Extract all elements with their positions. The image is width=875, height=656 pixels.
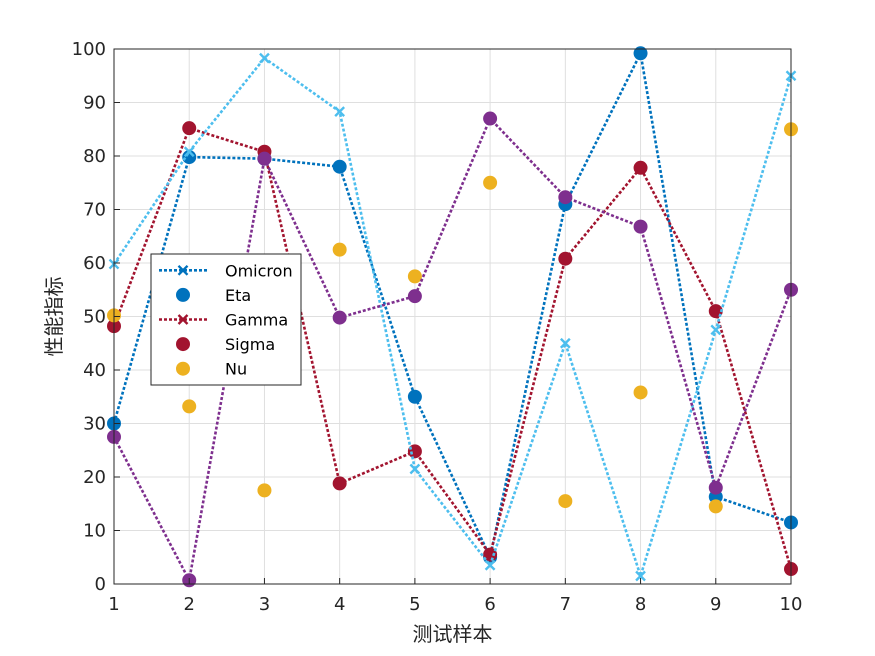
data-point [183, 146, 195, 158]
data-point [484, 559, 496, 571]
legend-marker [177, 264, 189, 276]
x-tick-label: 1 [108, 594, 119, 615]
data-point [558, 251, 573, 266]
data-point [332, 310, 347, 325]
data-point [332, 159, 347, 174]
marker-stroke [484, 559, 496, 571]
y-tick-label: 30 [83, 414, 106, 435]
legend-label: Omicron [225, 261, 293, 280]
data-point [332, 476, 347, 491]
x-tick-label: 6 [484, 594, 495, 615]
data-point [407, 289, 422, 304]
data-point [409, 463, 421, 475]
marker-stroke [409, 463, 421, 475]
x-tick-label: 10 [780, 594, 803, 615]
x-axis-ticks: 1 2 3 4 5 6 7 8 9 10 [108, 578, 802, 615]
marker-stroke [177, 264, 189, 276]
series-line [112, 126, 793, 570]
series-line [112, 51, 792, 559]
x-tick-label: 4 [334, 594, 345, 615]
marker-stroke [177, 314, 189, 325]
legend-marker [176, 287, 190, 302]
data-point [558, 190, 573, 205]
data-point [407, 389, 422, 404]
data-point [708, 499, 723, 514]
legend-marker [176, 361, 190, 376]
data-point [559, 337, 571, 349]
data-point [257, 151, 272, 166]
y-tick-label: 70 [83, 200, 106, 221]
data-point [483, 175, 498, 190]
x-tick-label: 5 [409, 594, 420, 615]
legend-label: Eta [225, 286, 251, 305]
legend-item-gamma: Gamma [159, 311, 288, 330]
series-sigma [107, 121, 798, 577]
y-tick-label: 0 [95, 574, 106, 595]
legend-label: Nu [225, 360, 247, 379]
data-point [635, 570, 646, 582]
legend-item-sigma: Sigma [176, 335, 275, 354]
data-point [558, 494, 573, 509]
marker-stroke [259, 52, 270, 64]
legend-item-eta: Eta [176, 286, 251, 305]
data-point [407, 269, 422, 284]
legend-marker [176, 337, 190, 352]
marker-stroke [635, 570, 646, 582]
legend-label: Sigma [225, 335, 275, 354]
y-axis-ticks: 0 10 20 30 40 50 60 70 80 90 100 [72, 39, 120, 595]
data-point [633, 385, 648, 400]
x-axis-label: 测试样本 [413, 622, 493, 646]
data-point [633, 160, 648, 175]
x-tick-label: 8 [635, 594, 646, 615]
legend-item-omicron: Omicron [159, 261, 293, 280]
marker-stroke [559, 337, 571, 349]
y-tick-label: 40 [83, 360, 106, 381]
legend-marker [177, 314, 189, 325]
data-point [710, 324, 722, 336]
y-tick-label: 20 [83, 467, 106, 488]
y-tick-label: 60 [83, 253, 106, 274]
marker-stroke [710, 324, 722, 336]
y-tick-label: 80 [83, 146, 106, 167]
y-tick-label: 90 [83, 93, 106, 114]
series-layer [107, 46, 798, 588]
data-point [633, 46, 648, 61]
data-point [332, 242, 347, 257]
x-tick-label: 2 [183, 594, 194, 615]
legend: Omicron Eta Gamma Sigma Nu [150, 253, 302, 386]
data-point [259, 52, 270, 64]
x-tick-label: 9 [710, 594, 721, 615]
legend-label: Gamma [225, 311, 288, 330]
data-point [182, 121, 197, 136]
series-line [112, 56, 793, 578]
data-point [633, 219, 648, 234]
y-axis-label: 性能指标 [42, 277, 66, 357]
x-tick-label: 3 [259, 594, 270, 615]
y-tick-label: 100 [72, 39, 106, 60]
data-point [257, 483, 272, 498]
x-tick-label: 7 [560, 594, 571, 615]
y-tick-label: 10 [83, 521, 106, 542]
series-nu [107, 122, 798, 514]
data-point [708, 480, 723, 495]
data-point [483, 547, 498, 562]
data-point [182, 399, 197, 414]
y-tick-label: 50 [83, 307, 106, 328]
data-point [483, 111, 498, 126]
marker-stroke [334, 106, 346, 117]
marker-stroke [183, 146, 195, 158]
legend-item-nu: Nu [176, 360, 247, 379]
data-point [334, 106, 346, 117]
